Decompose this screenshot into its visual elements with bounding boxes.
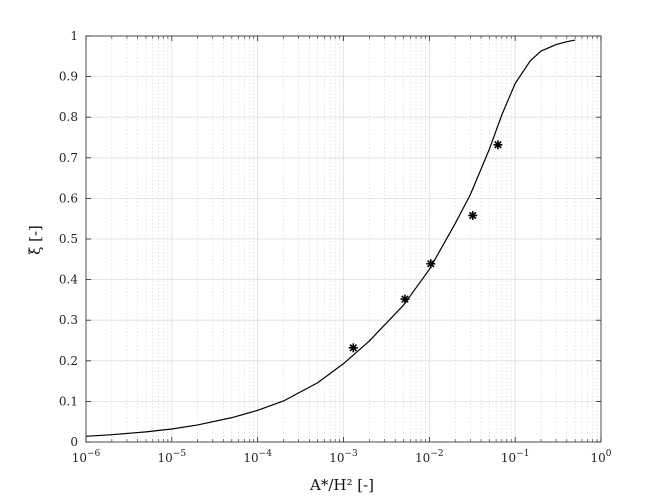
- y-tick-label: 0.8: [59, 110, 78, 124]
- y-tick-label: 0.2: [59, 354, 78, 368]
- y-axis-label: ξ [-]: [26, 225, 44, 255]
- y-tick-label: 0: [70, 435, 78, 449]
- y-tick-label: 0.3: [59, 313, 78, 327]
- x-tick-label: 10−6: [72, 449, 101, 465]
- y-tick-label: 1: [70, 29, 78, 43]
- model-curve: [85, 39, 576, 437]
- plot-content: [85, 39, 576, 437]
- marker-stroke: [494, 141, 502, 149]
- x-tick-label: 10−3: [329, 449, 358, 465]
- x-tick-label: 10−5: [158, 449, 187, 465]
- y-tick-label: 0.1: [59, 394, 78, 408]
- y-tick-label: 0.4: [59, 273, 78, 287]
- axis-ticks: [85, 35, 602, 443]
- tick-labels: 10−6 10−5 10−4 10−3 10−2 10−1 100 0 0.1 0.2 0.3 0.4…: [59, 29, 612, 465]
- data-point-marker: [400, 294, 410, 304]
- x-axis-label: A*/H² [-]: [309, 476, 374, 494]
- y-tick-label: 0.9: [59, 70, 78, 84]
- x-tick-label: 10−2: [415, 449, 444, 465]
- y-tick-label: 0.6: [59, 191, 78, 205]
- marker-stroke: [349, 344, 358, 352]
- data-point-marker: [493, 140, 503, 150]
- data-point-marker: [426, 259, 436, 269]
- x-tick-label: 100: [590, 449, 611, 465]
- x-tick-label: 10−1: [501, 449, 530, 465]
- y-tick-label: 0.7: [59, 151, 78, 165]
- data-point-marker: [468, 210, 478, 220]
- data-point-marker: [348, 343, 358, 353]
- y-tick-label: 0.5: [59, 232, 78, 246]
- marker-stroke: [468, 211, 477, 220]
- x-tick-label: 10−4: [243, 449, 272, 465]
- marker-stroke: [427, 260, 435, 268]
- marker-stroke: [401, 295, 409, 303]
